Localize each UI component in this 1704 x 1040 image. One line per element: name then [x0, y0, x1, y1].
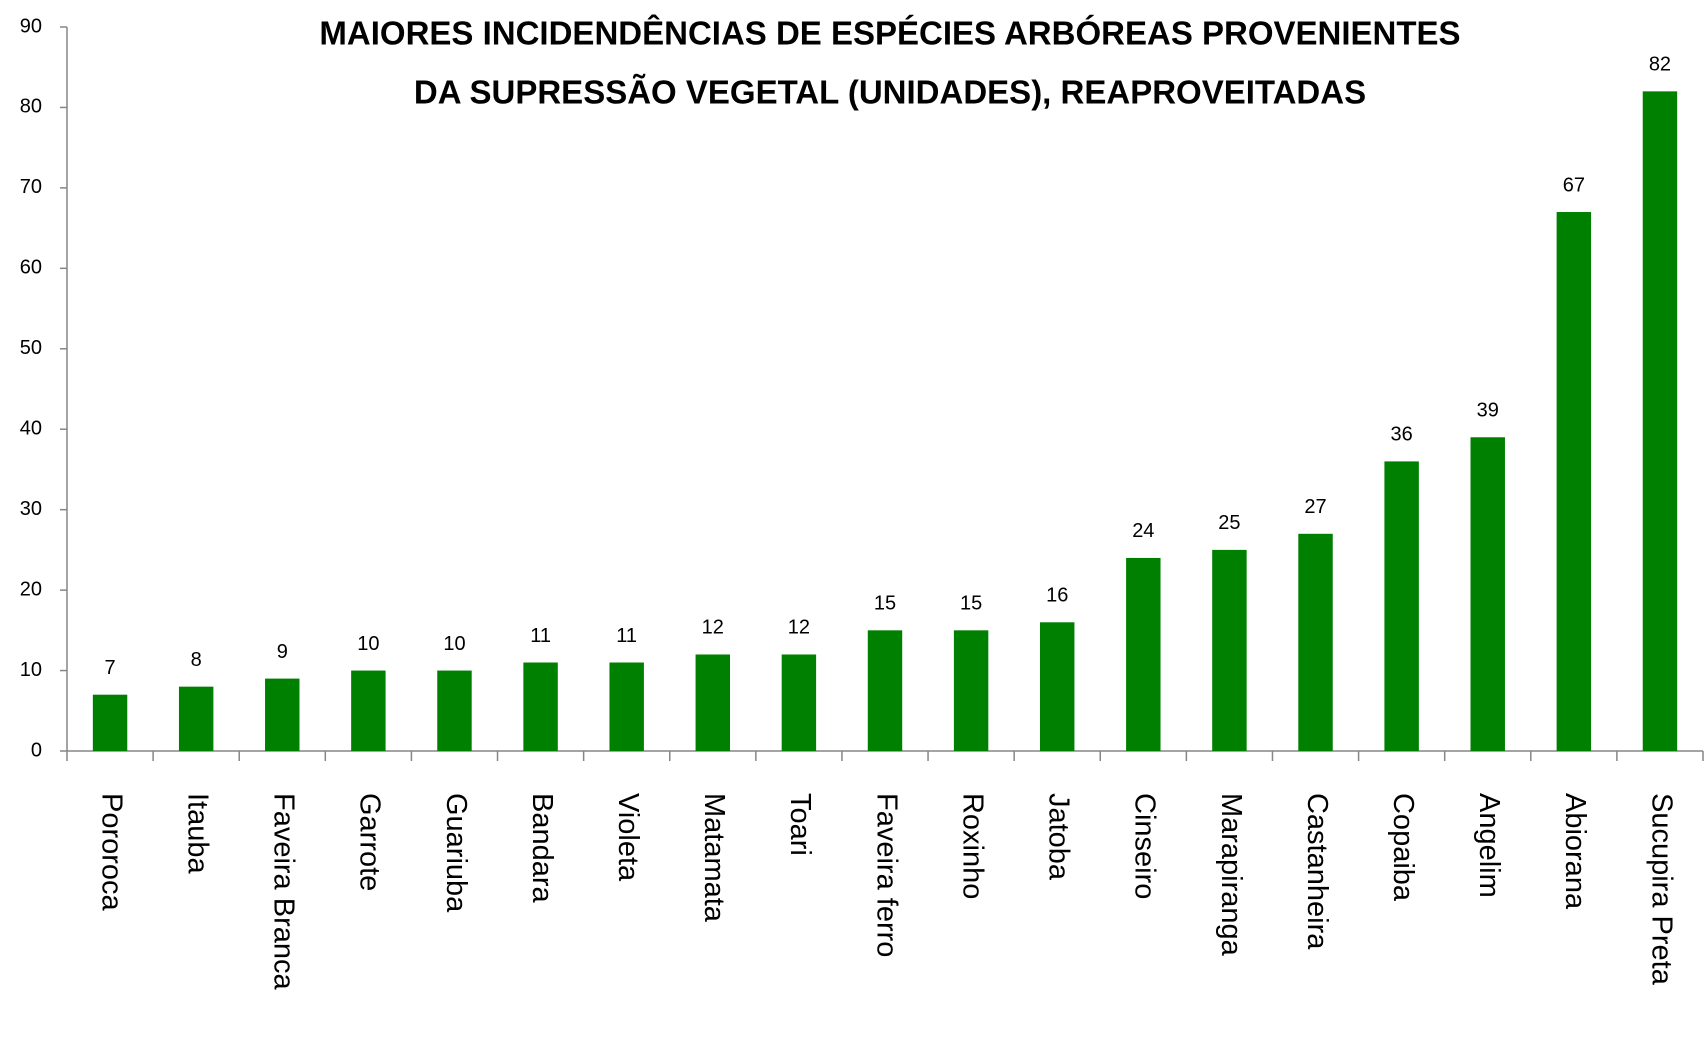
y-tick-label: 20 [20, 578, 42, 600]
bar [609, 662, 644, 751]
x-tick-label: Castanheira [1301, 793, 1333, 950]
x-tick-label: Sucupira Preta [1645, 793, 1677, 986]
x-tick-label: Faveira ferro [870, 793, 902, 957]
value-label: 10 [443, 633, 465, 655]
x-tick-label: Copaiba [1387, 793, 1419, 902]
bar [953, 630, 989, 751]
x-tick-label: Bandara [526, 793, 558, 904]
bar [1212, 549, 1247, 751]
y-tick-label: 80 [20, 96, 42, 118]
bar [781, 654, 817, 751]
value-label: 11 [530, 625, 551, 647]
x-tick-label: Angelim [1473, 793, 1505, 898]
value-label: 27 [1304, 496, 1326, 518]
value-label: 82 [1649, 54, 1671, 76]
bar [867, 630, 903, 751]
x-tick-label: Marapiranga [1215, 793, 1247, 957]
bar [265, 678, 300, 751]
x-tick-label: Faveira Branca [268, 793, 300, 991]
value-label: 9 [277, 641, 288, 663]
y-tick-label: 50 [20, 337, 42, 359]
x-tick-label: Itauba [182, 793, 214, 874]
x-tick-label: Pororoca [95, 793, 127, 912]
x-tick-label: Violeta [612, 793, 644, 882]
chart-title: MAIORES INCIDENDÊNCIAS DE ESPÉCIES ARBÓR… [319, 15, 1460, 52]
bar [695, 654, 731, 751]
value-label: 7 [104, 657, 115, 679]
x-tick-label: Roxinho [956, 793, 988, 899]
bar [92, 694, 128, 751]
bar [351, 670, 386, 751]
value-label: 39 [1477, 400, 1499, 422]
chart-title: DA SUPRESSÃO VEGETAL (UNIDADES), REAPROV… [414, 74, 1366, 111]
bar [1126, 557, 1161, 751]
x-tick-label: Garrote [354, 793, 386, 891]
value-label: 10 [357, 633, 379, 655]
value-label: 11 [616, 625, 637, 647]
x-tick-label: Cinseiro [1129, 793, 1161, 899]
y-tick-label: 90 [20, 15, 42, 37]
x-tick-label: Guariuba [440, 793, 472, 913]
value-label: 15 [874, 593, 896, 615]
value-label: 36 [1391, 424, 1413, 446]
value-label: 24 [1132, 520, 1154, 542]
bar [1470, 437, 1505, 751]
value-label: 16 [1046, 585, 1068, 607]
bar [1556, 212, 1592, 751]
y-tick-label: 10 [20, 659, 42, 681]
x-tick-label: Toari [784, 793, 816, 856]
bar [1298, 533, 1333, 751]
value-label: 12 [702, 617, 724, 639]
bar [523, 662, 558, 751]
value-label: 67 [1563, 174, 1585, 196]
value-label: 25 [1218, 512, 1240, 534]
bar [178, 686, 214, 751]
x-tick-label: Abiorana [1559, 793, 1591, 910]
x-tick-label: Matamata [698, 793, 730, 923]
y-tick-label: 30 [20, 498, 42, 520]
x-tick-label: Jatoba [1043, 793, 1075, 881]
bar [437, 670, 472, 751]
y-tick-label: 40 [20, 418, 42, 440]
bar [1039, 622, 1075, 751]
y-tick-label: 60 [20, 257, 42, 279]
value-label: 15 [960, 593, 982, 615]
value-label: 8 [191, 649, 202, 671]
bar [1384, 461, 1419, 751]
y-tick-label: 0 [31, 739, 42, 761]
y-tick-label: 70 [20, 176, 42, 198]
bar [1642, 91, 1678, 752]
value-label: 12 [788, 617, 810, 639]
